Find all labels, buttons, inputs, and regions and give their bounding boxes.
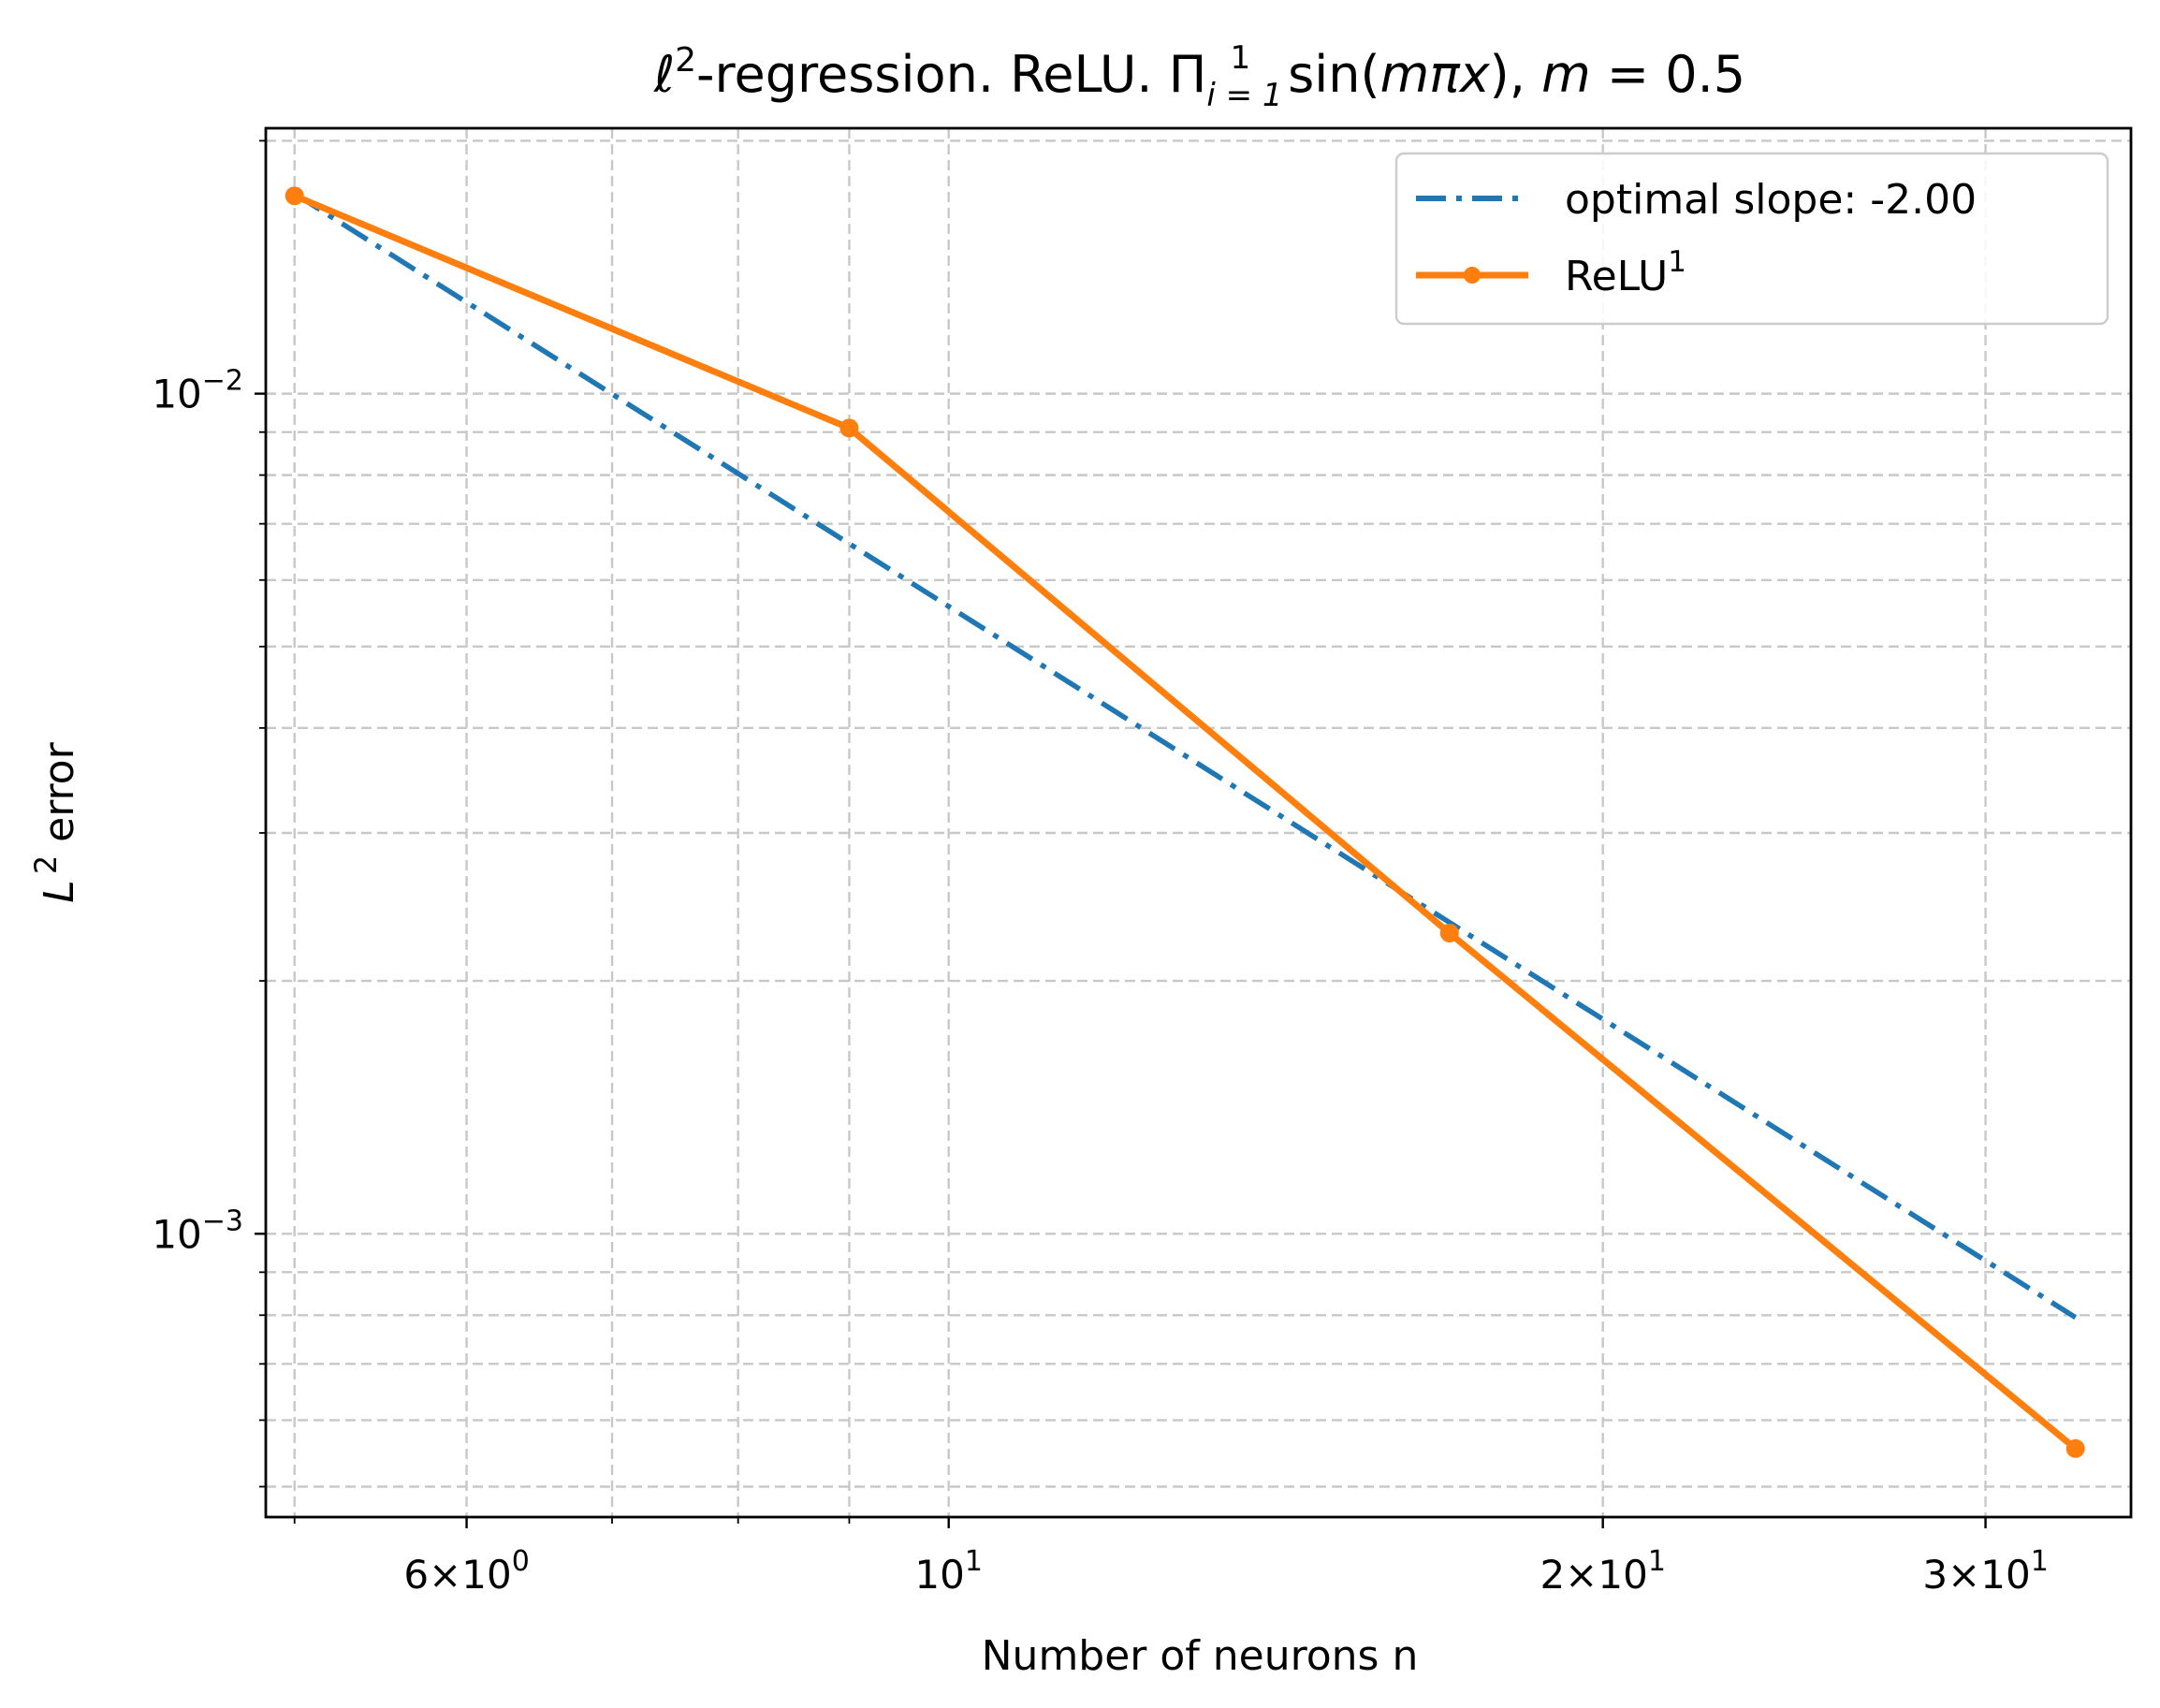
plot-frame [264, 126, 2133, 1519]
series-line-optimal-slope [293, 191, 2078, 1321]
y-tick-label: 10−3 [152, 1204, 243, 1257]
x-tick-label: 6×100 [403, 1545, 529, 1598]
y-tick-label: 10−2 [152, 365, 243, 417]
data-point-relu [1439, 923, 1459, 942]
x-tick-label: 101 [914, 1545, 983, 1598]
legend: optimal slope: -2.00 ReLU1 [1394, 152, 2109, 326]
x-tick-label: 3×101 [1922, 1545, 2048, 1598]
legend-marker-relu [1464, 267, 1481, 284]
x-tick-label: 2×101 [1540, 1545, 1665, 1598]
grid-layer [266, 128, 2131, 1517]
data-point-relu [839, 418, 859, 438]
legend-label-optimal-slope: optimal slope: -2.00 [1565, 176, 1977, 224]
series-layer [285, 186, 2085, 1458]
y-axis-label: L2 error [28, 741, 83, 902]
tick-layer [255, 139, 1987, 1528]
legend-box [1394, 152, 2109, 326]
data-point-relu [2065, 1438, 2085, 1458]
series-line-relu [293, 192, 2078, 1452]
x-axis-label: Number of neurons n [982, 1632, 1419, 1680]
data-point-relu [285, 186, 304, 206]
legend-label-relu: ReLU1 [1565, 245, 1686, 300]
tick-label-layer: 6×100 101 2×101 3×101 10−2 10−3 [152, 365, 2048, 1598]
chart-title: ℓ2-regression. ReLU. Πi = 11 sin(mπx), m … [653, 39, 1745, 114]
